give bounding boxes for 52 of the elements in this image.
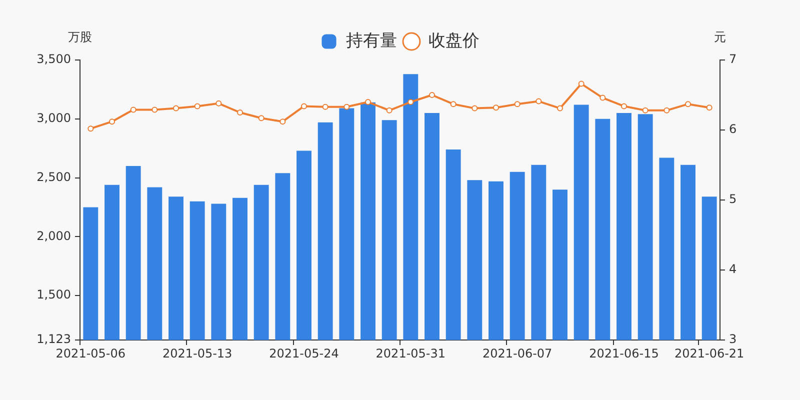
point bbox=[493, 104, 499, 111]
y2-tick-label: 5 bbox=[729, 192, 737, 206]
point bbox=[685, 101, 691, 108]
point bbox=[130, 106, 136, 113]
point bbox=[706, 104, 712, 111]
y2-tick-label: 4 bbox=[729, 262, 737, 276]
point bbox=[386, 107, 392, 114]
y-tick-label: 2,500 bbox=[36, 170, 71, 184]
point bbox=[237, 110, 243, 116]
y2-tick-label: 3 bbox=[729, 332, 737, 346]
point bbox=[173, 105, 179, 112]
point bbox=[514, 101, 520, 108]
x-tick-label: 2021-05-24 bbox=[269, 346, 339, 360]
point bbox=[578, 80, 584, 87]
point bbox=[216, 100, 222, 106]
y2-tick-label: 7 bbox=[729, 52, 737, 66]
y-tick-label: 2,000 bbox=[36, 228, 71, 243]
x-tick-label: 2021-05-31 bbox=[376, 346, 446, 360]
point bbox=[365, 99, 371, 105]
point bbox=[429, 92, 435, 98]
point bbox=[408, 99, 414, 105]
point bbox=[194, 103, 200, 110]
y-tick-label: 1,123 bbox=[36, 332, 71, 346]
y-tick-label: 1,500 bbox=[36, 288, 71, 302]
point bbox=[152, 106, 158, 113]
y-axis-title: 万股 bbox=[68, 30, 92, 44]
x-tick-label: 2021-06-21 bbox=[674, 346, 744, 360]
point bbox=[88, 126, 94, 132]
y-tick-label: 3,500 bbox=[36, 52, 71, 66]
point bbox=[664, 107, 670, 114]
point bbox=[109, 118, 115, 125]
point bbox=[301, 103, 307, 110]
point bbox=[557, 105, 563, 112]
x-tick-label: 2021-06-07 bbox=[482, 346, 552, 360]
point bbox=[600, 94, 606, 101]
point bbox=[280, 118, 286, 125]
legend-label: 收盘价 bbox=[428, 30, 480, 51]
y2-axis-title: 元 bbox=[714, 30, 726, 44]
point bbox=[258, 115, 264, 122]
point bbox=[344, 104, 350, 110]
legend-label: 持有量 bbox=[346, 30, 397, 51]
point bbox=[322, 104, 328, 110]
point bbox=[450, 101, 456, 108]
y2-tick-label: 6 bbox=[729, 122, 737, 136]
x-tick-label: 2021-05-13 bbox=[162, 346, 232, 360]
x-tick-label: 2021-05-06 bbox=[56, 346, 126, 360]
point bbox=[536, 98, 542, 104]
x-tick-label: 2021-06-15 bbox=[589, 346, 659, 360]
point bbox=[472, 105, 478, 112]
point bbox=[642, 107, 648, 114]
point bbox=[621, 103, 627, 110]
y-tick-label: 3,000 bbox=[36, 111, 71, 126]
